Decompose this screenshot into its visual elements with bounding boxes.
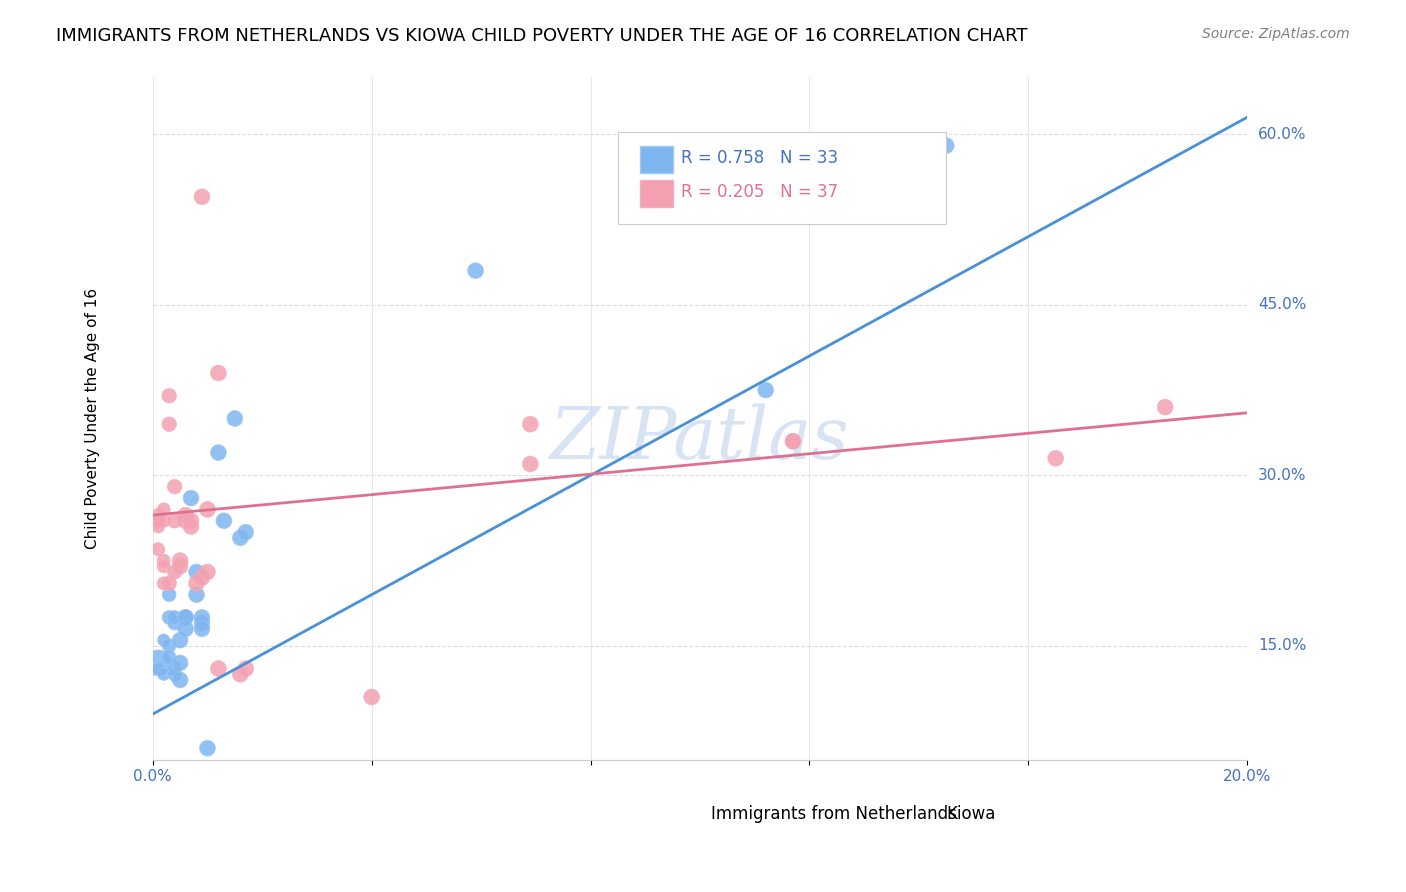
Point <box>212 514 235 528</box>
Point <box>755 383 778 397</box>
Point <box>157 389 180 403</box>
Text: R = 0.205   N = 37: R = 0.205 N = 37 <box>682 183 838 201</box>
Point <box>174 508 197 522</box>
Bar <box>695 798 721 826</box>
Bar <box>917 798 943 826</box>
Point <box>152 553 174 567</box>
Point <box>163 610 186 624</box>
Point <box>191 616 214 631</box>
Point <box>180 514 202 528</box>
Point <box>169 656 191 670</box>
Point <box>191 190 214 204</box>
Point <box>163 514 186 528</box>
Point <box>152 514 174 528</box>
Point <box>174 514 197 528</box>
Point <box>157 588 180 602</box>
Point <box>163 667 186 681</box>
Point <box>163 616 186 631</box>
Point <box>180 491 202 505</box>
Point <box>174 622 197 636</box>
Point <box>197 741 219 756</box>
Point <box>152 633 174 648</box>
Text: 15.0%: 15.0% <box>1258 639 1306 653</box>
Point <box>157 639 180 653</box>
Point <box>1154 400 1177 414</box>
Point <box>174 610 197 624</box>
Point <box>148 514 170 528</box>
Point <box>519 417 541 432</box>
Point <box>169 673 191 687</box>
Point <box>186 588 208 602</box>
Point <box>935 138 957 153</box>
Point <box>191 610 214 624</box>
Text: 60.0%: 60.0% <box>1258 127 1306 142</box>
Point <box>191 571 214 585</box>
Text: Immigrants from Netherlands: Immigrants from Netherlands <box>711 805 957 823</box>
Point <box>152 667 174 681</box>
Point <box>163 480 186 494</box>
Text: 30.0%: 30.0% <box>1258 467 1306 483</box>
Point <box>174 610 197 624</box>
Point <box>148 656 170 670</box>
Point <box>152 559 174 574</box>
Point <box>207 445 229 459</box>
Point <box>163 565 186 579</box>
Point <box>169 559 191 574</box>
Point <box>229 667 252 681</box>
Point <box>186 576 208 591</box>
Point <box>157 610 180 624</box>
Text: Kiowa: Kiowa <box>946 805 995 823</box>
Point <box>360 690 382 704</box>
Text: R = 0.758   N = 33: R = 0.758 N = 33 <box>682 149 838 167</box>
Point <box>235 662 257 676</box>
Point <box>148 662 170 676</box>
Point <box>207 366 229 380</box>
Point <box>157 650 180 665</box>
Point <box>197 565 219 579</box>
Point <box>148 508 170 522</box>
FancyBboxPatch shape <box>617 132 946 224</box>
Point <box>229 531 252 545</box>
Point <box>782 434 804 449</box>
Point <box>464 263 486 277</box>
Text: Source: ZipAtlas.com: Source: ZipAtlas.com <box>1202 27 1350 41</box>
Point <box>224 411 246 425</box>
Point <box>180 519 202 533</box>
Point <box>152 502 174 516</box>
Point <box>191 622 214 636</box>
Point <box>169 553 191 567</box>
Text: 45.0%: 45.0% <box>1258 297 1306 312</box>
Point <box>1045 451 1067 466</box>
Bar <box>640 145 672 173</box>
Point <box>163 662 186 676</box>
Point <box>157 417 180 432</box>
Point <box>169 633 191 648</box>
Point <box>148 519 170 533</box>
Bar <box>640 180 672 207</box>
Text: ZIPatlas: ZIPatlas <box>550 404 849 475</box>
Point <box>148 542 170 557</box>
Point <box>519 457 541 471</box>
Point <box>207 662 229 676</box>
Point <box>782 434 804 449</box>
Point <box>235 525 257 540</box>
Point <box>157 576 180 591</box>
Text: IMMIGRANTS FROM NETHERLANDS VS KIOWA CHILD POVERTY UNDER THE AGE OF 16 CORRELATI: IMMIGRANTS FROM NETHERLANDS VS KIOWA CHI… <box>56 27 1028 45</box>
Point <box>186 565 208 579</box>
Text: Child Poverty Under the Age of 16: Child Poverty Under the Age of 16 <box>84 288 100 549</box>
Point <box>152 576 174 591</box>
Point <box>197 502 219 516</box>
